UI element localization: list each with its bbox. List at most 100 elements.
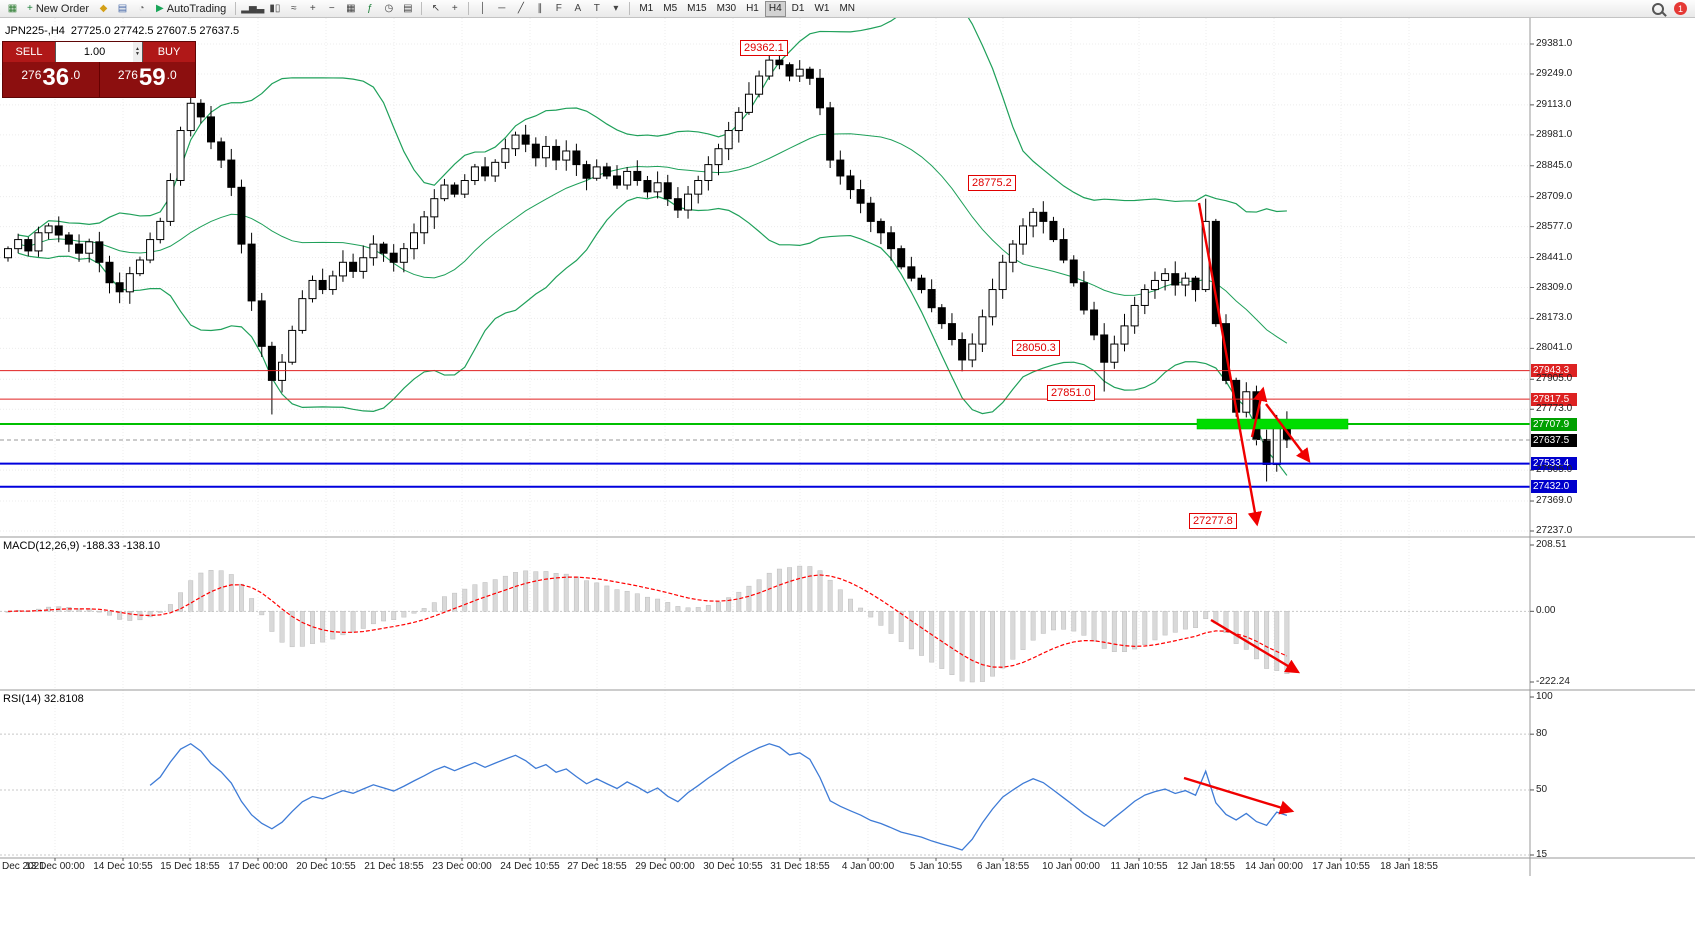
macd-bar <box>1020 611 1026 650</box>
autotrading-button-label: AutoTrading <box>166 2 227 15</box>
candle-body <box>826 107 835 161</box>
macd-bar <box>1000 611 1006 669</box>
candlestick-chart-icon[interactable]: ▮▯ <box>266 1 283 16</box>
timeframe-m15[interactable]: M15 <box>687 2 707 14</box>
cursor-icon[interactable]: ↖ <box>427 1 444 16</box>
macd-bar <box>218 570 224 612</box>
sell-price[interactable]: 276 36.0 <box>3 62 100 97</box>
vertical-line-icon[interactable]: │ <box>474 1 491 16</box>
notification-badge[interactable]: 1 <box>1674 2 1687 15</box>
toolbar-separator <box>235 2 237 15</box>
new-chart-icon[interactable]: ▦ <box>4 1 21 16</box>
timeframe-mn[interactable]: MN <box>839 2 856 14</box>
spin-down-icon[interactable]: ▼ <box>135 51 140 57</box>
macd-bar <box>817 570 823 612</box>
new-order-button[interactable]: + New Order <box>22 1 94 16</box>
macd-bar <box>624 590 630 612</box>
macd-bar <box>705 605 711 612</box>
macd-bar <box>888 611 894 634</box>
periods-icon[interactable]: ◷ <box>380 1 397 16</box>
candle-body <box>420 216 429 234</box>
candle-body <box>369 243 378 259</box>
macd-bar <box>979 611 985 682</box>
trend-arrow-macd[interactable] <box>1210 618 1301 674</box>
macd-bar <box>959 611 965 682</box>
vertical-line-icon: │ <box>479 3 486 14</box>
volume-spinner[interactable]: ▲ ▼ <box>133 42 142 62</box>
search-icon[interactable] <box>1652 2 1664 15</box>
macd-bar <box>1040 611 1046 634</box>
timeframe-m5[interactable]: M5 <box>663 2 678 14</box>
zoom-out-icon[interactable]: − <box>323 1 340 16</box>
volume-input[interactable] <box>56 42 134 62</box>
label-icon[interactable]: T <box>588 1 605 16</box>
text-icon[interactable]: A <box>569 1 586 16</box>
metaeditor-icon[interactable]: ◆ <box>95 1 112 16</box>
crosshair-icon[interactable]: + <box>446 1 463 16</box>
data-window-icon: ▤ <box>117 3 128 14</box>
shapes-icon[interactable]: ▾ <box>607 1 624 16</box>
macd-bar <box>299 611 305 647</box>
channel-icon[interactable]: ∥ <box>531 1 548 16</box>
toolbar-separator <box>468 2 470 15</box>
highlight-zone[interactable] <box>1196 418 1349 430</box>
candle-body <box>1110 343 1119 363</box>
timeframe-h4[interactable]: H4 <box>764 0 786 17</box>
line-chart-icon[interactable]: ≈ <box>285 1 302 16</box>
data-window-icon[interactable]: ▤ <box>114 1 131 16</box>
candle-body <box>978 316 987 345</box>
candle-body <box>1049 220 1058 241</box>
templates-icon[interactable]: ▤ <box>399 1 416 16</box>
macd-bar <box>249 598 255 612</box>
candle-body <box>876 220 885 234</box>
candle-body <box>318 279 327 291</box>
macd-bar <box>594 582 600 612</box>
macd-bar <box>198 572 204 612</box>
new-order-button-label: New Order <box>35 2 90 15</box>
timeframe-h1[interactable]: H1 <box>746 2 759 14</box>
history-center-icon[interactable]: ◔ <box>133 1 150 16</box>
timeframe-w1[interactable]: W1 <box>814 2 830 14</box>
macd-bar <box>665 602 671 612</box>
autotrading-button: ▶ <box>156 3 164 14</box>
candle-body <box>359 257 368 272</box>
candle-body <box>653 182 662 193</box>
macd-bar <box>1223 611 1229 633</box>
bar-chart-icon[interactable]: ▂▅▃ <box>241 1 264 16</box>
macd-label: MACD(12,26,9) -188.33 -138.10 <box>3 540 161 552</box>
trend-arrow-rsi[interactable] <box>1183 776 1295 815</box>
trend-arrow-main[interactable] <box>1250 386 1268 438</box>
macd-bar <box>178 592 184 612</box>
macd-bar <box>1091 611 1097 642</box>
timeframe-m1[interactable]: M1 <box>639 2 654 14</box>
macd-bar <box>1071 611 1077 632</box>
macd-bar <box>797 565 803 612</box>
macd-bar <box>1203 611 1209 620</box>
tile-windows-icon[interactable]: ▦ <box>342 1 359 16</box>
trendline-icon[interactable]: ╱ <box>512 1 529 16</box>
candle-body <box>775 59 784 66</box>
spin-up-icon[interactable]: ▲ <box>135 46 140 52</box>
trend-arrow-main[interactable] <box>1197 202 1262 527</box>
horizontal-line-icon[interactable]: ─ <box>493 1 510 16</box>
fibonacci-icon[interactable]: F <box>550 1 567 16</box>
candle-body <box>623 170 632 186</box>
timeframe-d1[interactable]: D1 <box>791 2 805 14</box>
bollinger-upper-band[interactable] <box>18 0 1287 238</box>
macd-bar <box>1243 611 1249 650</box>
indicators-icon[interactable]: ƒ <box>361 1 378 16</box>
templates-icon: ▤ <box>403 3 413 14</box>
candle-body <box>491 161 500 177</box>
autotrading-button[interactable]: ▶ AutoTrading <box>151 1 231 16</box>
sell-button[interactable]: SELL <box>3 42 55 62</box>
candle-body <box>531 143 540 159</box>
zoom-in-icon[interactable]: + <box>304 1 321 16</box>
timeframe-m30[interactable]: M30 <box>716 2 737 14</box>
buy-button[interactable]: BUY <box>143 42 195 62</box>
bollinger-lower-band[interactable] <box>17 195 1288 476</box>
trend-arrow-main[interactable] <box>1265 403 1311 463</box>
candle-body <box>247 243 256 302</box>
macd-bar <box>726 597 732 612</box>
buy-price[interactable]: 276 59.0 <box>117 64 177 91</box>
